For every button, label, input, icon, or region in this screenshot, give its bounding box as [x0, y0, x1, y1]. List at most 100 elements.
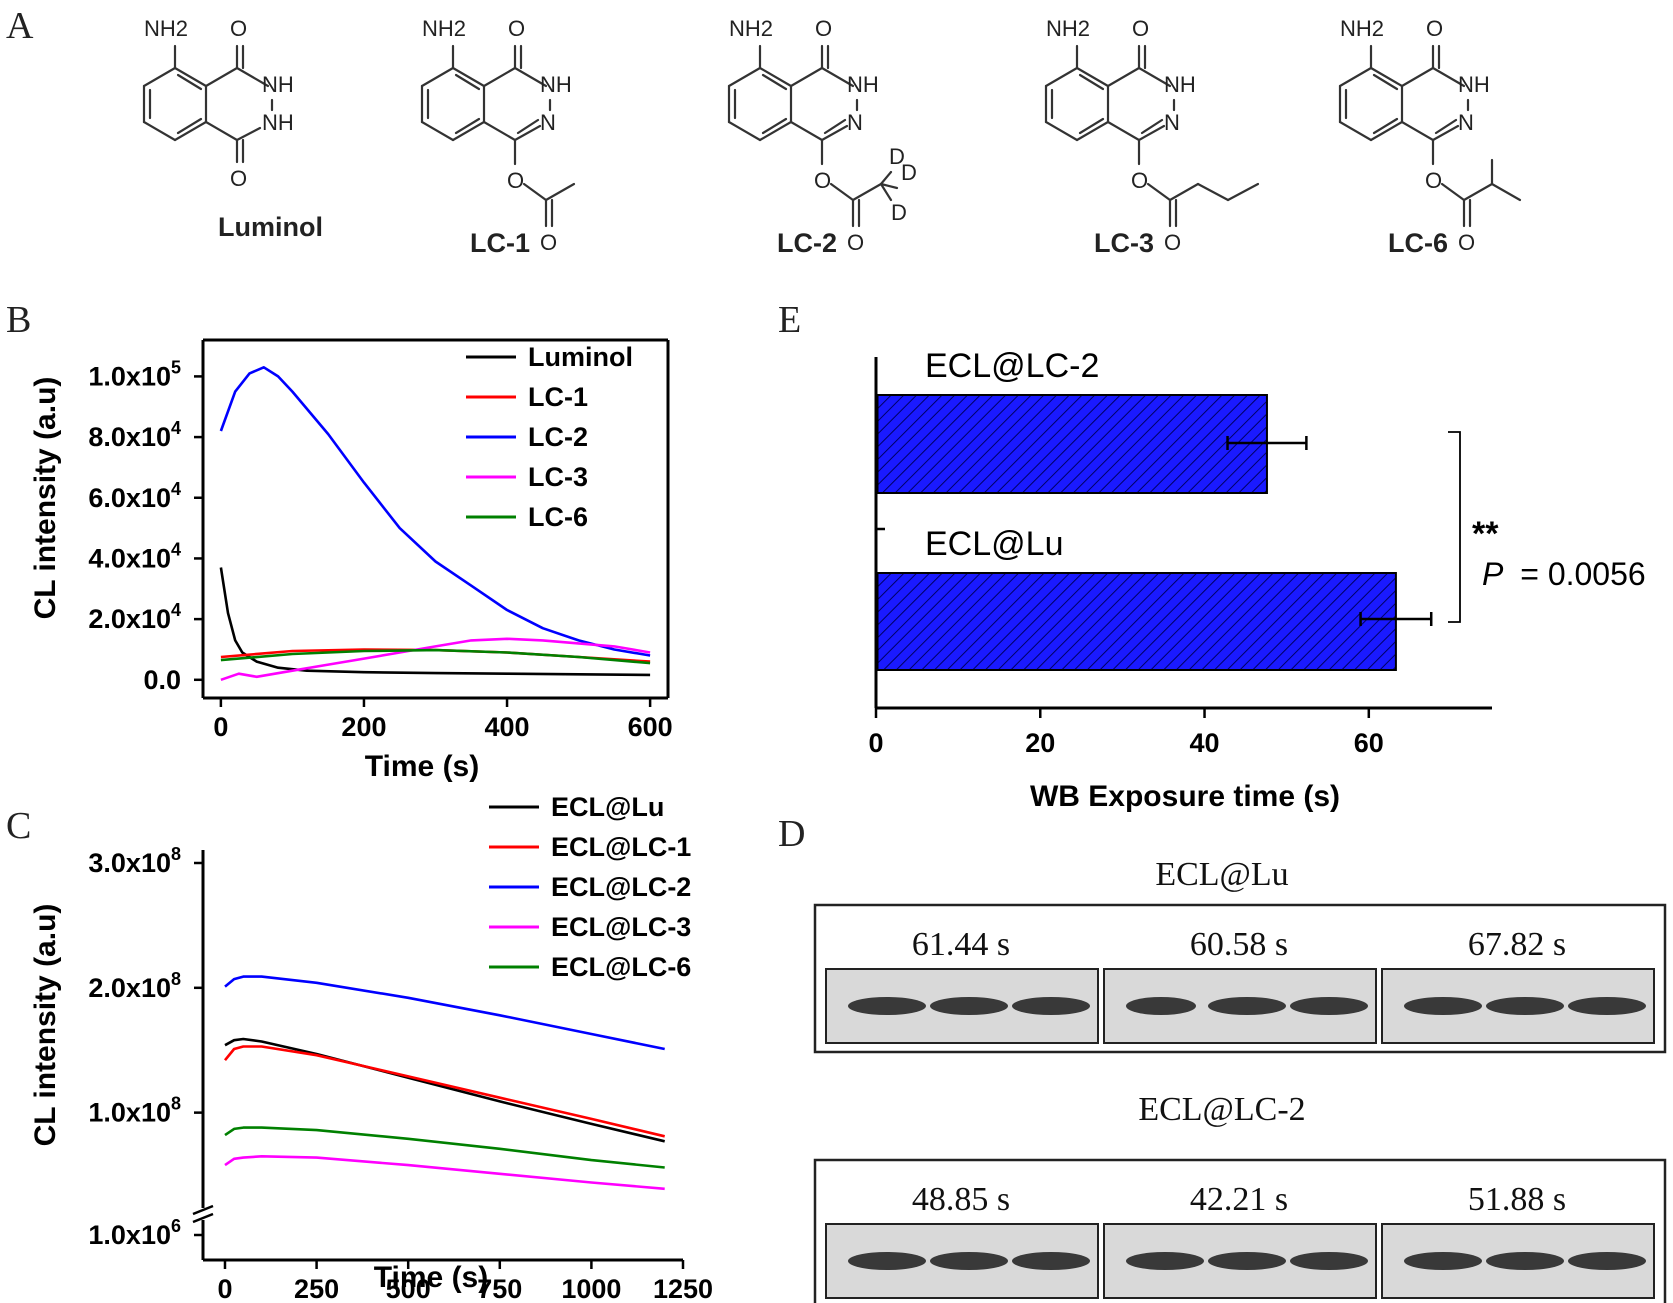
oxygen-label: O	[815, 16, 832, 41]
x-tick-label: 500	[386, 1274, 431, 1303]
ester-bond	[1490, 182, 1522, 202]
oxygen-label: O	[814, 168, 831, 193]
y-tick-mantissa: 1.0x10	[88, 361, 171, 391]
x-tick-label: 750	[477, 1274, 522, 1303]
y-tick-exponent: 4	[171, 600, 181, 620]
oxygen-label: O	[1426, 16, 1443, 41]
structure-lc-6: NH2 O NH N O O LC-6	[1338, 16, 1522, 258]
ring-bond	[513, 66, 548, 88]
ring-bond	[513, 124, 542, 142]
amine-label: NH2	[729, 16, 773, 41]
chart-b-xlabel: Time (s)	[365, 750, 479, 783]
blot-band	[1568, 1252, 1646, 1270]
oxygen-label: O	[1425, 168, 1442, 193]
cd-bond	[879, 170, 893, 186]
ester-bond	[1226, 182, 1260, 202]
ring-double-bond	[1078, 117, 1105, 135]
ring-bond	[1044, 120, 1079, 142]
bar-ecl-lc-2	[876, 394, 1268, 494]
n-label: N	[847, 110, 863, 135]
ring-bond	[1338, 120, 1373, 142]
blot-group-title: ECL@Lu	[1155, 856, 1288, 893]
blot-band	[1012, 997, 1090, 1015]
axis-break-mark	[192, 1212, 214, 1224]
compound-name: LC-3	[1094, 228, 1154, 258]
exposure-time: 60.58 s	[1190, 926, 1288, 963]
oxygen-label: O	[1164, 230, 1181, 255]
ring-bond	[420, 66, 455, 88]
bar-ecl-lu	[876, 572, 1397, 671]
series-line-lc-6	[220, 648, 651, 665]
y-tick-exponent: 4	[171, 418, 181, 438]
significance-stars: **	[1472, 515, 1499, 553]
ring-double-bond	[176, 73, 203, 91]
ring-double-bond	[1140, 118, 1164, 135]
blot-group-ecl-lu: ECL@Lu 61.44 s 60.58 s 67.82 s	[813, 856, 1667, 1054]
ring-bond	[1106, 120, 1141, 142]
y-tick-mantissa: 2.0x10	[88, 604, 171, 634]
oxygen-label: O	[230, 166, 247, 191]
ring-double-bond	[823, 118, 847, 135]
oxygen-label: O	[1131, 168, 1148, 193]
legend-label: ECL@LC-2	[551, 872, 691, 902]
y-tick-label: 2.0x104	[88, 600, 181, 634]
series-line-luminol	[219, 567, 651, 677]
n-label: N	[1458, 110, 1474, 135]
x-tick-label: 20	[1025, 728, 1055, 758]
ring-bond	[1400, 120, 1435, 142]
y-tick-label: 1.0x105	[88, 357, 181, 391]
legend-label: ECL@LC-6	[551, 952, 691, 982]
ester-bond	[1462, 182, 1494, 202]
blot-band	[1126, 1252, 1204, 1270]
ring-bond	[204, 66, 239, 88]
ring-bond	[820, 124, 849, 142]
ester-bond	[851, 182, 883, 202]
n-label: N	[540, 110, 556, 135]
western-blots: ECL@Lu 61.44 s 60.58 s 67.82 s ECL@LC-2 48.85…	[813, 856, 1667, 1303]
bar-label: ECL@Lu	[925, 525, 1063, 563]
y-tick-exponent: 4	[171, 539, 181, 559]
y-tick-label: 4.0x104	[88, 539, 181, 573]
series-line-ecl-lc-3	[224, 1155, 665, 1191]
panel-label-b: B	[6, 299, 31, 341]
ring-bond	[758, 120, 793, 142]
oxygen-label: O	[1458, 230, 1475, 255]
y-tick-mantissa: 1.0x10	[88, 1098, 171, 1128]
ester-bond	[544, 182, 576, 202]
ring-bond	[173, 120, 208, 142]
exposure-time: 42.21 s	[1190, 1181, 1288, 1218]
ester-bond	[1196, 182, 1230, 202]
amine-label: NH2	[422, 16, 466, 41]
x-tick-label: 600	[628, 712, 673, 742]
x-tick-label: 1250	[653, 1274, 713, 1303]
n-label: N	[1164, 110, 1180, 135]
blot-band	[1404, 997, 1482, 1015]
ring-bond	[142, 66, 177, 88]
oxygen-label: O	[1132, 16, 1149, 41]
structure-lc-3: NH2 O NH N O O LC-3	[1044, 16, 1260, 258]
compound-name: LC-2	[777, 228, 837, 258]
legend-label: LC-3	[528, 462, 588, 492]
ring-bond	[173, 66, 208, 88]
nh-label: NH	[262, 72, 294, 97]
blot-band	[1012, 1252, 1090, 1270]
ring-bond	[1044, 66, 1079, 88]
blot-band	[930, 1252, 1008, 1270]
cd-bond	[879, 182, 893, 202]
oxygen-label: O	[847, 230, 864, 255]
ring-bond	[789, 120, 824, 142]
ring-bond	[204, 120, 239, 142]
series-line-lc-2	[219, 366, 651, 657]
y-tick-exponent: 8	[171, 844, 181, 864]
ring-bond	[1369, 120, 1404, 142]
bar-label: ECL@LC-2	[925, 347, 1099, 385]
blot-band	[1208, 997, 1286, 1015]
deuterium-label: D	[891, 200, 907, 225]
axis-break-mark	[192, 1204, 214, 1216]
y-tick-mantissa: 4.0x10	[88, 543, 171, 573]
ring-bond	[1106, 66, 1141, 88]
y-tick-label: 6.0x104	[88, 479, 181, 513]
ring-bond	[142, 120, 177, 142]
ring-bond	[420, 120, 455, 142]
